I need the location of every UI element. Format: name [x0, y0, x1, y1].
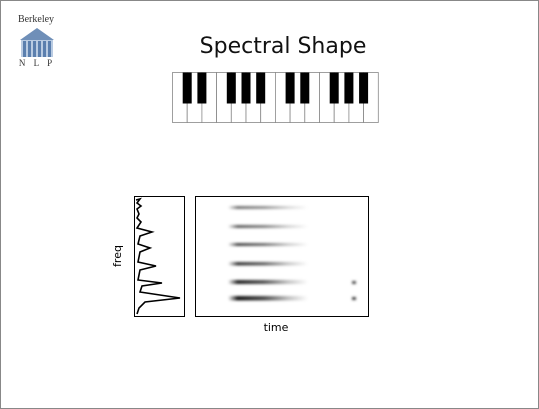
piano-keyboard [172, 72, 379, 123]
x-axis-label: time [264, 321, 289, 334]
black-key [329, 72, 339, 104]
logo-columns [23, 41, 51, 57]
black-key [300, 72, 310, 104]
y-axis-label: freq [111, 245, 124, 267]
logo: Berkeley N L P [18, 14, 55, 68]
black-key [256, 72, 266, 104]
logo-name: Berkeley [18, 14, 54, 25]
black-key [197, 72, 207, 104]
logo-roof [20, 28, 54, 40]
slide-title: Spectral Shape [200, 34, 367, 59]
black-key [182, 72, 192, 104]
logo-letters: N L P [19, 58, 55, 68]
black-key [241, 72, 251, 104]
black-key [344, 72, 354, 104]
black-key [226, 72, 236, 104]
black-key [359, 72, 369, 104]
spectrogram-bands [228, 206, 356, 301]
spectrum-curve [135, 197, 181, 315]
black-key [285, 72, 295, 104]
spectrum-frame [134, 196, 185, 317]
